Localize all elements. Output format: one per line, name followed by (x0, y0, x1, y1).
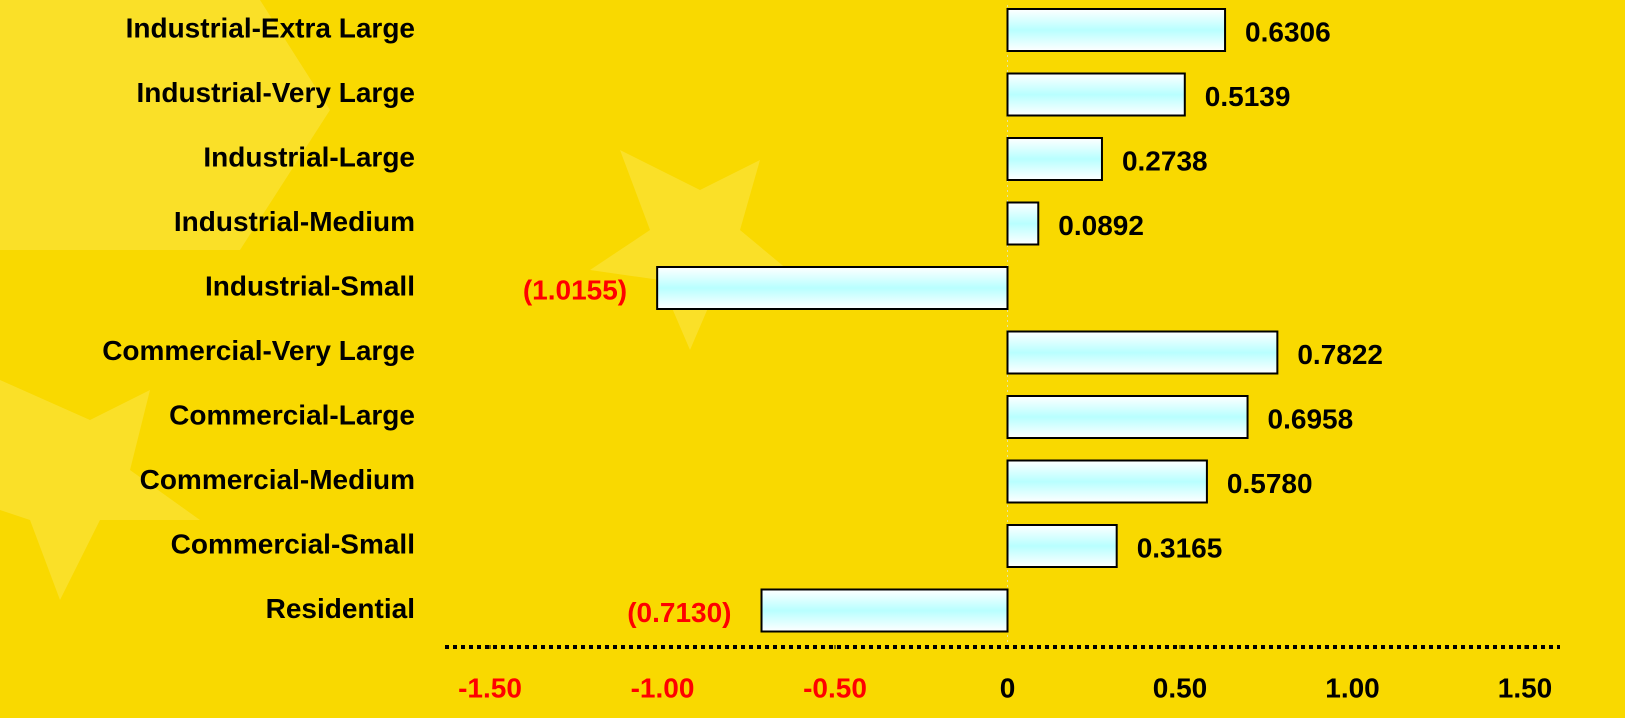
x-tick-label: 0 (1000, 672, 1016, 703)
x-tick-label: -1.50 (458, 672, 522, 703)
bar (760, 588, 1009, 633)
y-tick-label: Industrial-Very Large (136, 77, 415, 108)
x-tick-label: -0.50 (803, 672, 867, 703)
value-label: 0.3165 (1137, 532, 1223, 563)
y-tick-label: Commercial-Very Large (102, 335, 415, 366)
bar (1006, 395, 1249, 439)
bar (1006, 8, 1227, 52)
value-label: 0.6306 (1245, 16, 1331, 47)
value-label: 0.2738 (1122, 145, 1208, 176)
value-label: 0.0892 (1058, 210, 1144, 241)
y-tick-label: Commercial-Small (171, 528, 415, 559)
bar (1006, 137, 1103, 181)
y-tick-label: Commercial-Medium (140, 464, 415, 495)
y-tick-label: Industrial-Medium (174, 206, 415, 237)
value-label: 0.7822 (1297, 339, 1383, 370)
bar (1006, 201, 1040, 246)
background-decoration (0, 0, 800, 600)
value-label: 0.5139 (1205, 81, 1291, 112)
x-tick-label: 0.50 (1153, 672, 1208, 703)
y-tick-label: Industrial-Large (203, 141, 415, 172)
bar (1006, 330, 1279, 375)
x-tick-label: -1.00 (631, 672, 695, 703)
bar (1006, 72, 1186, 117)
bar (1006, 459, 1208, 504)
value-label: 0.6958 (1268, 403, 1354, 434)
bar (1006, 524, 1118, 568)
value-label: (1.0155) (523, 274, 627, 305)
bar (656, 266, 1009, 310)
y-tick-label: Industrial-Small (205, 270, 415, 301)
x-tick-label: 1.00 (1325, 672, 1380, 703)
value-label: 0.5780 (1227, 468, 1313, 499)
value-label: (0.7130) (627, 597, 731, 628)
y-tick-label: Industrial-Extra Large (126, 12, 415, 43)
y-tick-label: Residential (266, 593, 415, 624)
x-tick-label: 1.50 (1498, 672, 1553, 703)
y-tick-label: Commercial-Large (169, 399, 415, 430)
